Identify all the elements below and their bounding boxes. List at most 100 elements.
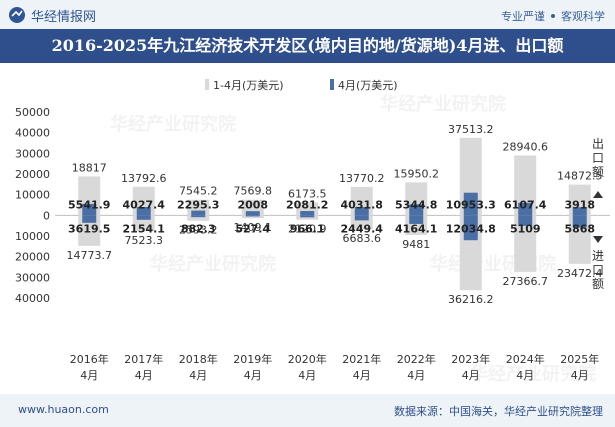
x-tick-label-9-line2: 4月 — [571, 369, 589, 382]
label-ytd-import-8: 27366.7 — [503, 275, 549, 288]
x-tick-label-6-line2: 4月 — [407, 369, 425, 382]
label-april-import-8: 5109 — [510, 222, 541, 235]
bar-april-export-7 — [463, 192, 478, 216]
y-tick-label-3: 20000 — [15, 168, 50, 181]
x-tick-label-2-line1: 2018年 — [179, 352, 218, 366]
x-tick-label-8-line1: 2024年 — [506, 352, 545, 366]
x-tick-label-3-line2: 4月 — [244, 369, 262, 382]
bar-april-export-4 — [300, 211, 315, 216]
brand-logo-icon — [9, 7, 25, 23]
label-april-export-3: 2008 — [237, 198, 268, 211]
label-april-import-4: 966.1 — [290, 222, 325, 235]
slogan: 专业严谨 客观科学 — [501, 8, 605, 24]
y-tick-label-6: 10000 — [15, 230, 50, 243]
label-april-export-4: 2081.2 — [286, 198, 328, 211]
side-import-char-1: 口 — [592, 263, 604, 277]
x-tick-label-3-line1: 2019年 — [233, 352, 272, 366]
bar-april-import-5 — [354, 215, 369, 221]
import-down-arrow-icon — [593, 236, 603, 243]
x-tick-label-5-line2: 4月 — [353, 369, 371, 382]
watermark-2: 华经产业研究院 — [150, 253, 276, 275]
legend-label-2: 4月(万美元) — [338, 79, 398, 92]
label-april-import-5: 2449.4 — [341, 222, 384, 235]
label-april-import-3: 527.4 — [235, 222, 270, 235]
label-april-import-1: 2154.1 — [123, 222, 165, 235]
bar-april-export-6 — [409, 204, 424, 216]
bar-april-export-2 — [191, 210, 206, 216]
label-ytd-export-4: 6173.5 — [288, 188, 327, 201]
watermark-4: 华经产业研究院 — [470, 363, 596, 385]
bar-ytd-export-8 — [514, 155, 537, 216]
side-import-char-0: 进 — [592, 249, 604, 263]
brand-name: 华经情报网 — [31, 9, 97, 25]
x-tick-label-4-line2: 4月 — [298, 369, 316, 382]
label-ytd-export-0: 18817 — [72, 161, 107, 174]
x-tick-label-4-line1: 2020年 — [288, 352, 327, 366]
bar-ytd-import-4 — [296, 215, 319, 220]
x-tick-label-7-line1: 2023年 — [451, 352, 490, 366]
legend-label-1: 1-4月(万美元) — [213, 79, 284, 92]
bar-april-import-1 — [136, 215, 151, 220]
label-april-export-8: 6107.4 — [504, 198, 547, 211]
side-export-char-1: 口 — [592, 151, 604, 165]
label-ytd-export-1: 13792.6 — [121, 172, 167, 185]
label-april-export-0: 5541.9 — [68, 198, 110, 211]
label-ytd-export-6: 15950.2 — [394, 167, 440, 180]
label-ytd-import-0: 14773.7 — [67, 249, 113, 262]
label-april-export-5: 4031.8 — [341, 198, 383, 211]
x-tick-label-5-line1: 2021年 — [342, 352, 381, 366]
y-tick-label-5: 0 — [43, 209, 50, 222]
label-ytd-import-9: 23472.4 — [557, 267, 603, 280]
label-ytd-export-2: 7545.2 — [179, 185, 218, 198]
label-ytd-import-5: 6683.6 — [343, 232, 382, 245]
bar-april-import-8 — [518, 215, 533, 226]
label-ytd-export-8: 28940.6 — [503, 141, 549, 154]
label-april-export-7: 10953.3 — [446, 198, 496, 211]
label-april-export-2: 2295.3 — [177, 198, 219, 211]
label-april-import-0: 3619.5 — [68, 222, 110, 235]
bar-april-import-7 — [463, 215, 478, 241]
watermark-1: 华经产业研究院 — [380, 93, 506, 115]
bar-april-import-0 — [82, 215, 97, 223]
watermark-0: 华经产业研究院 — [110, 113, 236, 135]
bar-ytd-import-0 — [78, 215, 101, 246]
bar-april-export-5 — [354, 207, 369, 216]
x-tick-label-0-line2: 4月 — [80, 369, 98, 382]
bar-april-import-4 — [300, 215, 315, 218]
label-ytd-export-9: 14872.5 — [557, 170, 603, 183]
bar-ytd-import-2 — [187, 215, 210, 221]
label-april-import-7: 12034.8 — [446, 222, 496, 235]
bar-ytd-import-8 — [514, 215, 537, 272]
export-up-arrow-icon — [593, 191, 603, 198]
label-april-import-6: 4164.1 — [395, 222, 437, 235]
x-tick-label-1-line1: 2017年 — [124, 352, 163, 366]
x-tick-label-1-line2: 4月 — [135, 369, 153, 382]
x-tick-label-6-line1: 2022年 — [397, 352, 436, 366]
footer: www.huaon.com 数据来源：中国海关，华经产业研究院整理 — [0, 394, 615, 427]
label-ytd-export-3: 7569.8 — [234, 185, 273, 198]
chart-title: 2016-2025年九江经济技术开发区(境内目的地/货源地)4月进、出口额 — [51, 36, 564, 55]
label-april-export-9: 3918 — [564, 198, 595, 211]
x-tick-label-0-line1: 2016年 — [70, 352, 109, 366]
bar-april-import-3 — [245, 215, 260, 217]
y-tick-label-8: 30000 — [15, 271, 50, 284]
y-tick-label-9: 40000 — [15, 292, 50, 305]
footer-website: www.huaon.com — [18, 403, 109, 416]
side-export-char-0: 出 — [592, 137, 604, 151]
label-ytd-export-5: 13770.2 — [339, 172, 385, 185]
x-tick-label-7-line2: 4月 — [462, 369, 480, 382]
title-bar — [0, 29, 615, 63]
slogan-dot-icon — [551, 14, 555, 18]
bar-april-export-1 — [136, 207, 151, 216]
label-ytd-import-2: 2593.2 — [179, 224, 218, 237]
slogan-right: 客观科学 — [561, 10, 605, 23]
bar-ytd-import-9 — [568, 215, 591, 264]
bar-april-import-9 — [572, 215, 587, 228]
bar-april-import-6 — [409, 215, 424, 224]
label-april-export-6: 5344.8 — [395, 198, 437, 211]
label-ytd-import-7: 36216.2 — [448, 293, 494, 306]
slogan-left: 专业严谨 — [501, 10, 545, 23]
y-tick-label-2: 30000 — [15, 147, 50, 160]
x-tick-label-9-line1: 2025年 — [560, 352, 599, 366]
label-ytd-export-7: 37513.2 — [448, 123, 494, 136]
